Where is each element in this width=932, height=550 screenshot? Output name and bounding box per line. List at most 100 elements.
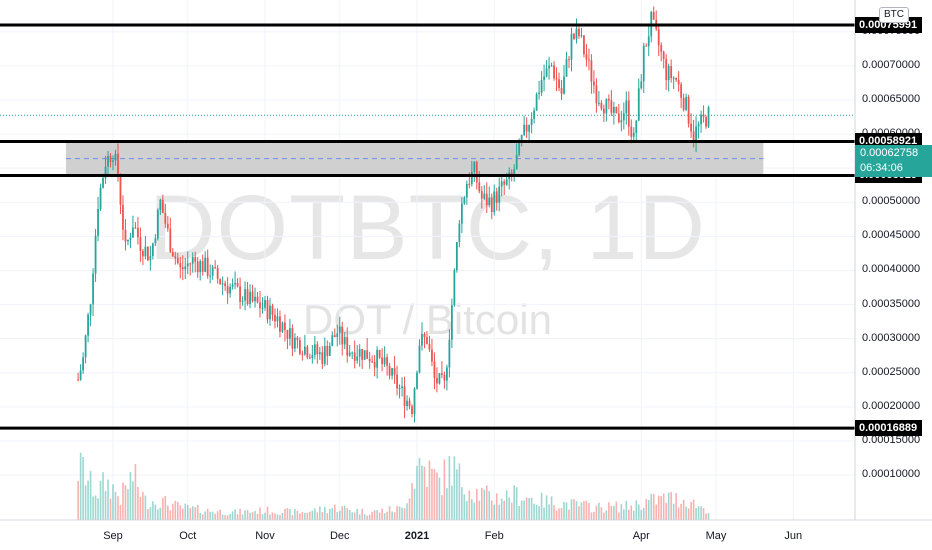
volume-bar [181,508,184,520]
candle-body [201,261,204,272]
volume-bar [635,500,638,520]
volume-bar [625,500,628,520]
candle-body [645,45,648,47]
volume-bar [637,504,640,520]
candle-body [214,267,217,269]
volume-bar [99,480,102,520]
volume-bar [368,514,371,520]
candle-body [244,289,246,301]
volume-bar [632,510,635,520]
volume-bar [478,500,481,520]
candle-body [348,352,351,356]
candle-body [570,33,573,60]
candle-body [555,78,558,80]
candle-body [318,352,321,355]
volume-bar [324,506,326,520]
candle-body [600,102,603,109]
volume-bar [211,511,214,520]
candle-body [84,335,87,358]
candle-body [523,124,526,135]
candle-body [630,126,633,137]
candle-body [438,373,441,384]
candle-body [266,300,269,320]
volume-bar [134,463,137,520]
time-tick-label: Sep [103,530,123,542]
candle-body [568,59,570,61]
candle-body [114,153,117,161]
volume-bar [341,506,344,520]
candle-body [89,304,92,315]
candle-body [166,223,169,229]
candle-body [647,36,650,47]
volume-bar [620,504,623,520]
volume-bar [528,498,530,520]
volume-bar [316,512,319,520]
volume-bar [201,514,204,520]
volume-bar [259,507,261,520]
volume-bar [319,506,321,520]
volume-bar [301,511,304,520]
volume-bar [605,510,608,520]
volume-bar [570,499,573,520]
volume-bar [575,501,578,520]
candle-body [196,261,199,273]
candle-body [677,79,680,85]
candle-body [460,203,463,224]
volume-bar [630,505,633,520]
candle-body [306,346,309,358]
volume-bar [525,497,528,520]
volume-bar [485,485,488,520]
candle-body [343,337,346,345]
volume-bar [515,487,518,520]
candle-body [640,81,643,89]
candle-body [289,328,291,339]
candle-body [411,406,413,415]
volume-bar [336,512,339,520]
volume-bar [119,505,122,520]
volume-bar [112,484,114,520]
candle-body [528,124,531,132]
volume-bar [289,508,291,520]
candle-body [211,267,214,276]
candle-body [473,161,476,172]
volume-bar [351,512,354,520]
volume-bar [281,512,284,520]
candle-body [625,100,628,114]
volume-bar [411,483,413,520]
time-tick-label: Jun [784,530,803,542]
volume-bar [249,512,251,520]
volume-bar [206,508,209,520]
candle-body [465,183,468,198]
candle-body [164,212,167,224]
volume-bar [433,469,436,520]
volume-bar [199,512,202,520]
candle-body [455,242,458,271]
volume-bar [82,456,84,520]
volume-bar [568,509,570,520]
candle-body [286,329,289,339]
volume-bar [124,485,127,520]
volume-bar [109,498,112,520]
candle-body [154,238,157,244]
candle-body [107,155,109,167]
candle-body [139,237,142,251]
candle-body [513,169,516,176]
candle-body [117,153,119,177]
volume-bar [418,458,421,520]
candle-body [129,237,132,240]
volume-bar [169,510,172,520]
volume-bar [608,502,610,520]
candle-body [453,270,456,306]
currency-unit-badge[interactable]: BTC [879,7,909,23]
candle-body [169,228,172,252]
candle-body [99,187,102,210]
countdown-timer: 06:34:06 [860,162,903,174]
volume-bar [311,510,314,520]
candle-body [119,176,122,205]
volume-bar [346,508,349,520]
candle-body [436,378,438,384]
candle-body [134,227,137,229]
volume-bar [520,500,523,520]
